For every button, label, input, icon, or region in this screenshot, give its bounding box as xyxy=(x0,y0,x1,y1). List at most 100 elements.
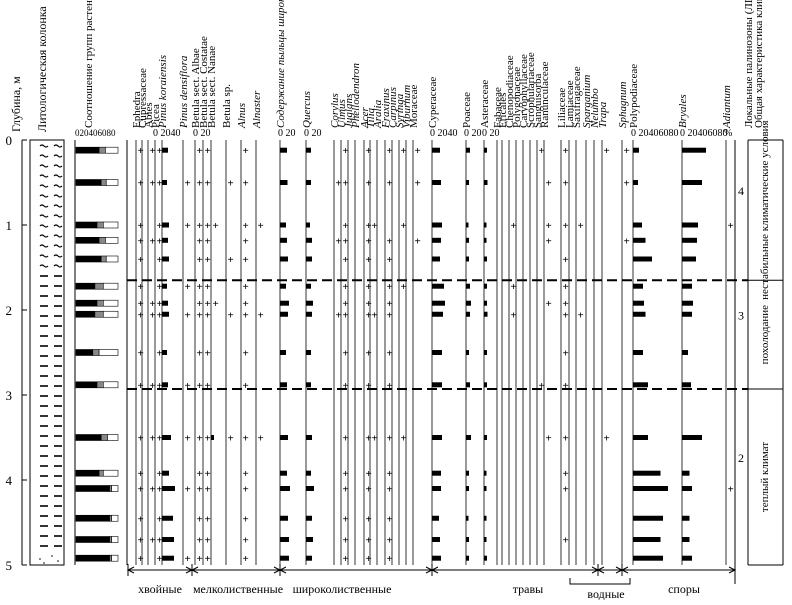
plus-mark: + xyxy=(343,254,349,266)
group-label-0: хвойные xyxy=(138,582,182,596)
pollen-bar xyxy=(432,382,442,387)
plus-mark: + xyxy=(205,553,211,565)
depth-axis-title: Глубина, м xyxy=(9,76,23,132)
pollen-bar xyxy=(466,486,469,491)
plus-mark: + xyxy=(366,468,372,480)
plus-mark: + xyxy=(387,254,393,266)
ratio-bar-7-2 xyxy=(103,311,118,317)
pollen-bar xyxy=(306,238,312,243)
pollen-bar xyxy=(306,537,313,542)
taxon-label-25: Moraceae xyxy=(408,85,420,128)
pollen-bar xyxy=(466,471,469,476)
plus-mark: + xyxy=(138,145,144,157)
pollen-bar xyxy=(484,435,487,440)
plus-mark: + xyxy=(624,145,630,157)
pollen-bar xyxy=(306,516,312,521)
pollen-bar xyxy=(682,238,697,243)
taxon-label-45: Bryales xyxy=(677,94,689,128)
pollen-bar xyxy=(484,148,487,153)
ratio-bar-2-0 xyxy=(76,222,97,228)
plus-mark: + xyxy=(205,309,211,321)
plus-mark: + xyxy=(563,433,569,445)
plus-mark: + xyxy=(138,484,144,496)
pollen-bar xyxy=(432,350,442,355)
pollen-bar xyxy=(280,537,289,542)
pollen-bar xyxy=(162,350,167,355)
plus-mark: + xyxy=(728,484,734,496)
plus-mark: + xyxy=(366,178,372,190)
zone-climate-2: теплый климат xyxy=(759,442,771,512)
ratio-bar-7-1 xyxy=(95,311,103,317)
pollen-bar xyxy=(280,238,287,243)
ratio-bar-8-0 xyxy=(76,350,93,356)
plus-mark: + xyxy=(387,348,393,360)
ratio-bar-5-0 xyxy=(76,283,95,289)
pollen-bar xyxy=(162,471,169,476)
plus-mark: + xyxy=(366,513,372,525)
depth-tick-label-3: 3 xyxy=(6,388,13,403)
pollen-bar xyxy=(682,486,692,491)
pollen-bar xyxy=(432,537,440,542)
plus-mark: + xyxy=(157,535,163,547)
ratio-bar-1-2 xyxy=(106,180,118,186)
plus-mark: + xyxy=(387,513,393,525)
plus-mark: + xyxy=(197,348,203,360)
pollen-bar xyxy=(633,435,648,440)
plus-mark: + xyxy=(185,309,191,321)
taxon-label-28: Asteraceae xyxy=(479,80,491,128)
lithology-sand-dot xyxy=(51,555,53,557)
plus-mark: + xyxy=(138,535,144,547)
ratio-bar-2-2 xyxy=(103,222,118,228)
pollen-bar xyxy=(306,435,312,440)
plus-mark: + xyxy=(366,553,372,565)
pollen-bar xyxy=(162,382,168,387)
plus-mark: + xyxy=(372,220,378,232)
pollen-bar xyxy=(432,312,443,317)
pollen-bar xyxy=(466,223,469,228)
pollen-bar xyxy=(484,238,487,243)
taxon-label-11: Alnaster xyxy=(251,90,263,129)
plus-mark: + xyxy=(343,220,349,232)
taxon-label-5: Pinus densiflora xyxy=(178,55,190,129)
plus-mark: + xyxy=(366,281,372,293)
plus-mark: + xyxy=(205,484,211,496)
plus-mark: + xyxy=(157,484,163,496)
pollen-bar xyxy=(682,223,698,228)
ratio-bar-5-2 xyxy=(103,283,118,289)
pollen-bar xyxy=(466,238,469,243)
pollen-bar xyxy=(432,257,440,262)
plus-mark: + xyxy=(157,513,163,525)
taxon-label-36: Ranunculaceae xyxy=(539,61,551,128)
plus-mark: + xyxy=(157,433,163,445)
pollen-bar xyxy=(466,516,469,521)
ratio-bar-10-2 xyxy=(108,435,119,441)
depth-tick-label-0: 0 xyxy=(6,133,13,148)
pollen-bar xyxy=(306,223,310,228)
plus-mark: + xyxy=(157,468,163,480)
plus-mark: + xyxy=(205,468,211,480)
pollen-bar xyxy=(633,257,652,262)
plus-mark: + xyxy=(343,484,349,496)
pollen-bar xyxy=(280,148,287,153)
ratio-bar-2-1 xyxy=(97,222,103,228)
pollen-bar xyxy=(466,257,469,262)
plus-mark: + xyxy=(138,235,144,247)
ratio-bar-4-1 xyxy=(101,256,106,262)
plus-mark: + xyxy=(205,513,211,525)
scale-label-8: 0 20406080 xyxy=(680,128,728,139)
pollen-bar xyxy=(306,257,312,262)
pollen-bar xyxy=(484,516,487,521)
pollen-bar xyxy=(432,556,441,561)
group-label-1: мелколиственные xyxy=(193,582,283,596)
plus-mark: + xyxy=(197,484,203,496)
plus-mark: + xyxy=(387,553,393,565)
pollen-bar xyxy=(484,223,487,228)
plus-mark: + xyxy=(243,220,249,232)
plus-mark: + xyxy=(197,513,203,525)
plus-mark: + xyxy=(213,298,219,310)
pollen-bar xyxy=(280,435,288,440)
ratio-bar-6-2 xyxy=(103,300,118,306)
plus-mark: + xyxy=(563,220,569,232)
pollen-bar xyxy=(633,312,646,317)
plus-mark: + xyxy=(401,281,407,293)
